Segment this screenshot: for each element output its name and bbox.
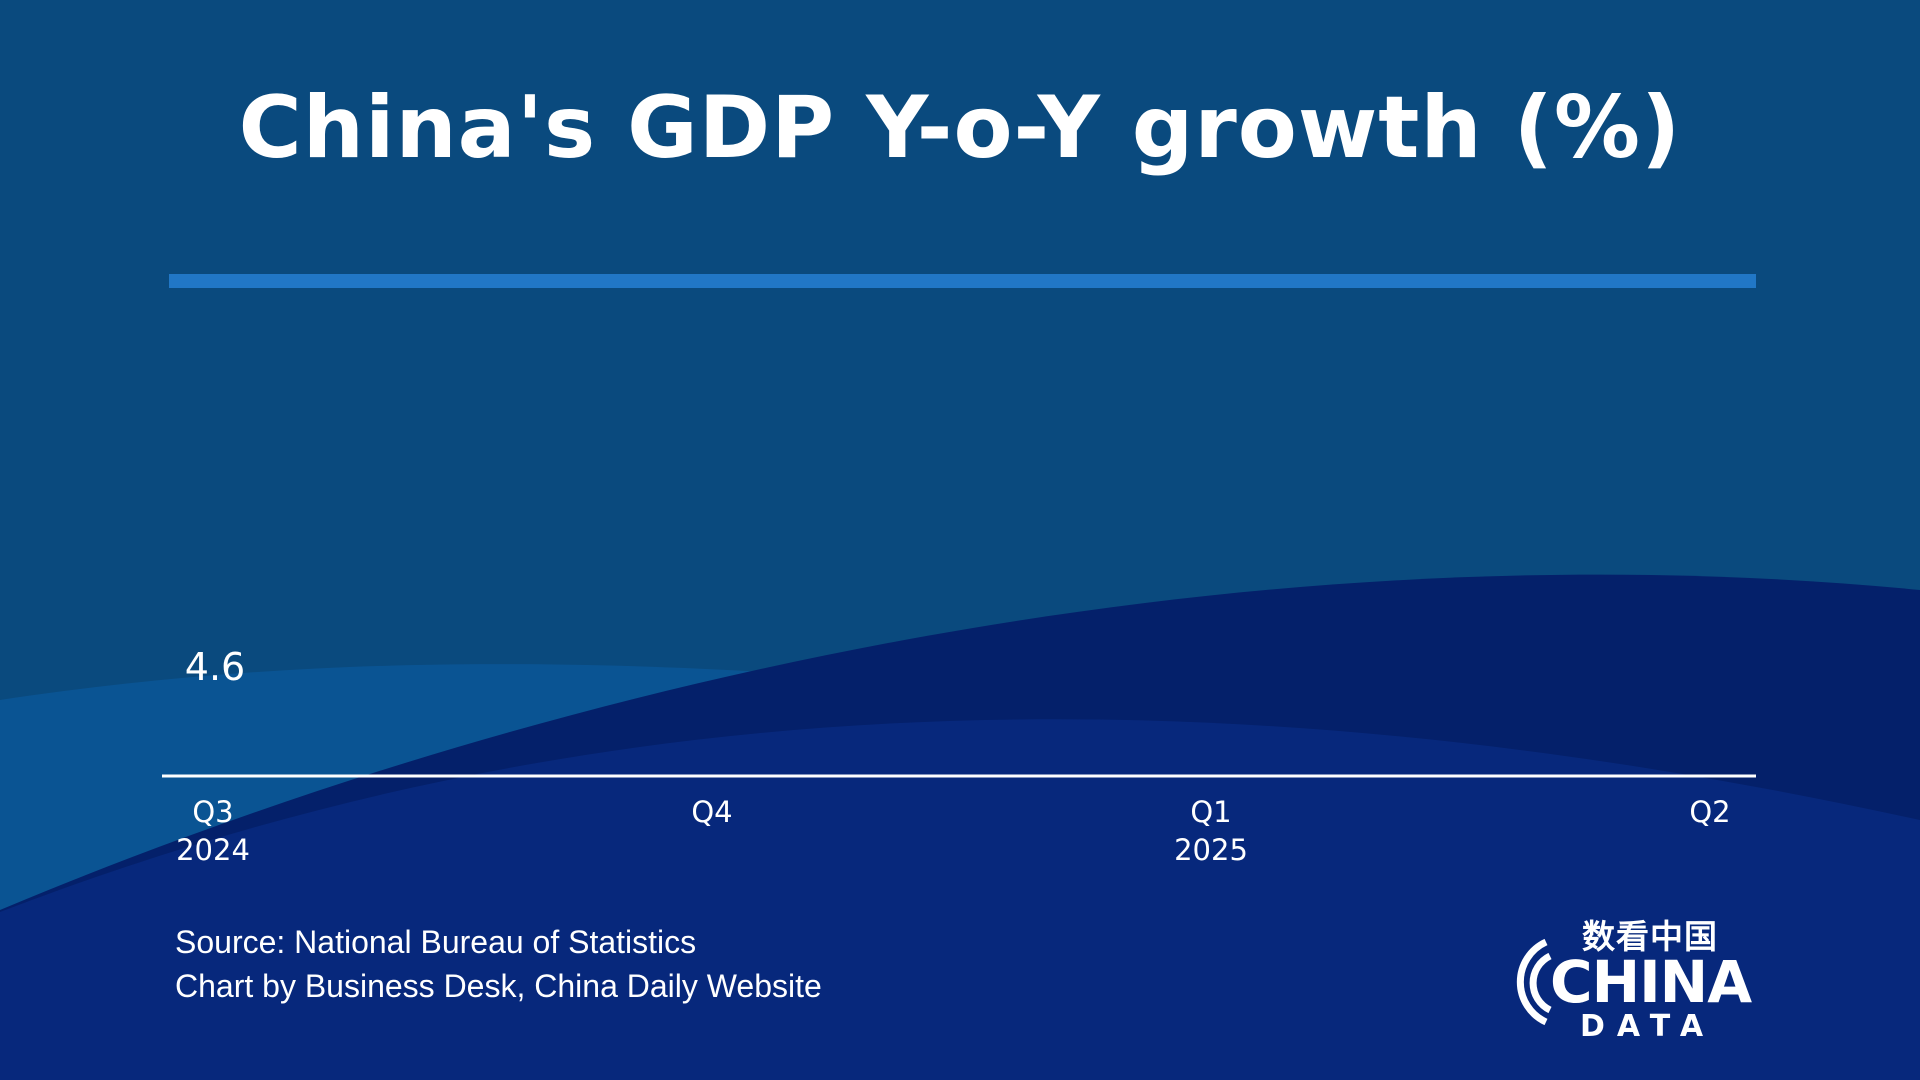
x-tick-label: Q4 xyxy=(691,795,732,829)
x-tick-label: Q2 xyxy=(1689,795,1730,829)
source-note: Source: National Bureau of Statistics Ch… xyxy=(175,920,822,1008)
credit-line: Chart by Business Desk, China Daily Webs… xyxy=(175,968,822,1004)
logo-sub-text: DATA xyxy=(1580,1009,1716,1044)
signal-arcs-icon xyxy=(1516,938,1552,1026)
x-tick-label: Q3 2024 xyxy=(176,795,250,867)
source-line: Source: National Bureau of Statistics xyxy=(175,924,697,960)
data-labels: 4.6 xyxy=(185,645,245,689)
title-underline xyxy=(169,274,1756,288)
chart-title: China's GDP Y-o-Y growth (%) xyxy=(238,78,1682,178)
x-tick-label: Q1 2025 xyxy=(1174,795,1248,867)
logo-chinese-text: 数看中国 xyxy=(1582,917,1718,956)
x-tick-labels: Q3 2024 Q4 Q1 2025 Q2 xyxy=(176,795,1731,867)
logo-main-text: CHINA xyxy=(1550,948,1752,1016)
data-label: 4.6 xyxy=(185,645,245,689)
china-data-logo: 数看中国 CHINA DATA xyxy=(1488,910,1752,1044)
